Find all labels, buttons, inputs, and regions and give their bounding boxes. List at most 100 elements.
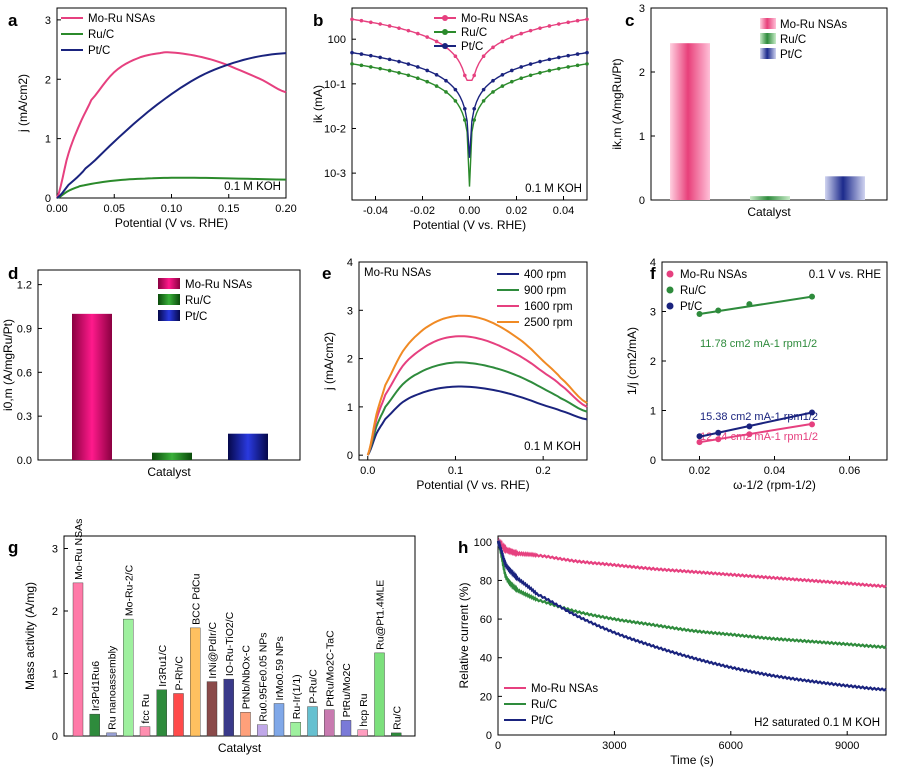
bar-category-label: IrNi@PdIr/C (207, 621, 219, 678)
x-tick-label: 0.00 (459, 205, 480, 217)
data-point-f (746, 423, 753, 430)
legend-swatch (158, 294, 180, 305)
y-axis-label: ik,m (A/mgRu/Pt) (610, 58, 624, 149)
data-point-b (519, 31, 523, 36)
x-tick-label: 0.1 (448, 465, 463, 477)
data-point-f (696, 310, 703, 317)
x-tick-label: 3000 (602, 740, 626, 752)
data-point-b (350, 17, 354, 22)
bar-g-11 (257, 724, 268, 737)
y-tick-label: 10-1 (324, 79, 346, 91)
x-tick-label: 0.06 (839, 465, 860, 477)
panel-label-c: c (625, 11, 634, 30)
series-line-b-1 (351, 63, 588, 187)
bar-category-label: Mo-Ru NSAs (73, 519, 85, 580)
legend-entry: Pt/C (185, 311, 207, 323)
y-axis-label: j (mA/cm2) (322, 332, 336, 391)
x-tick-label: 6000 (719, 740, 743, 752)
y-tick-label: 0.9 (17, 323, 32, 335)
x-axis-label: ω-1/2 (rpm-1/2) (733, 478, 816, 492)
y-tick-label: 3 (650, 307, 656, 319)
legend-entry: Mo-Ru NSAs (780, 19, 847, 31)
bar-category-label: Ru-Ir(1/1) (291, 674, 303, 719)
y-tick-label: 3 (45, 15, 51, 27)
x-axis-label: Potential (V vs. RHE) (413, 218, 526, 232)
y-tick-label: 20 (480, 691, 492, 703)
data-point-b (510, 68, 514, 73)
data-point-b (472, 107, 477, 111)
y-tick-label: 1 (45, 134, 51, 146)
y-tick-label: 10-3 (324, 168, 346, 180)
y-axis-label: 1/j (cm2/mA) (625, 327, 639, 395)
bar-d-1 (152, 452, 192, 460)
data-point-b (472, 73, 477, 78)
y-tick-label: 3 (347, 305, 353, 317)
panel-label-g: g (8, 538, 18, 557)
series-line-h-2 (496, 538, 887, 692)
y-tick-label: 0 (486, 730, 492, 742)
bar-category-label: Ru@Pt1.4MLE (375, 580, 387, 650)
legend-entry: Ru/C (780, 34, 806, 46)
y-tick-label: 0 (52, 731, 58, 743)
y-tick-label: 1 (650, 406, 656, 418)
bar-category-label: Ru/C (391, 706, 403, 730)
y-tick-label: 2 (347, 354, 353, 366)
data-point-f (746, 301, 753, 308)
legend-swatch (760, 33, 776, 44)
data-point-f (696, 439, 703, 446)
data-point-b (510, 79, 514, 84)
legend-entry: Pt/C (461, 41, 483, 53)
y-tick-label: 3 (52, 544, 58, 556)
data-point-b (387, 68, 392, 73)
y-tick-label: 0 (650, 455, 656, 467)
y-tick-label: 100 (474, 537, 492, 549)
bar-category-label: IO-Ru-TiO2/C (224, 611, 236, 676)
x-axis-label: Catalyst (147, 465, 191, 479)
bar-c-2 (825, 176, 865, 200)
data-point-b (481, 99, 486, 103)
data-point-b (359, 18, 364, 23)
series-line-h-1 (496, 540, 887, 650)
x-tick-label: 0.15 (218, 203, 239, 215)
legend-marker (442, 43, 448, 49)
bar-g-7 (190, 627, 201, 737)
y-tick-label: 4 (650, 257, 656, 269)
bar-c-1 (750, 196, 790, 200)
data-point-b (387, 24, 392, 28)
data-point-b (416, 76, 420, 81)
data-point-b (557, 55, 561, 60)
x-axis-label: Catalyst (747, 205, 791, 219)
bar-g-12 (273, 703, 285, 737)
y-tick-label: 0.6 (17, 367, 32, 379)
y-axis-label: Relative current (%) (457, 582, 471, 688)
data-point-b (547, 57, 552, 62)
fit-slope-label: 15.38 cm2 mA-1 rpm1/2 (700, 411, 818, 423)
y-tick-label: 2 (45, 74, 51, 86)
annotation: H2 saturated 0.1 M KOH (754, 717, 880, 729)
x-tick-label: 0.10 (161, 203, 182, 215)
legend-marker (666, 286, 674, 294)
panel-label-f: f (650, 264, 656, 283)
legend-entry: 400 rpm (524, 269, 566, 281)
x-axis-label: Catalyst (218, 741, 262, 755)
data-point-b (387, 57, 392, 62)
bar-g-8 (206, 681, 218, 737)
plot-frame-e (358, 261, 588, 461)
bar-g-6 (173, 693, 184, 737)
legend-entry: Mo-Ru NSAs (88, 13, 155, 25)
data-point-b (453, 54, 458, 59)
bar-g-13 (290, 722, 301, 737)
y-tick-label: 0 (347, 450, 353, 462)
bar-g-0 (72, 582, 84, 737)
y-tick-label: 10-2 (324, 123, 346, 135)
data-point-b (585, 17, 589, 22)
legend-swatch (760, 18, 776, 29)
bar-category-label: P-Ru/C (308, 669, 320, 704)
legend-entry: Mo-Ru NSAs (185, 279, 252, 291)
data-point-b (519, 65, 523, 69)
data-point-b (528, 28, 533, 33)
x-axis-label: Potential (V vs. RHE) (115, 216, 228, 230)
data-point-b (425, 79, 430, 84)
legend-entry: 900 rpm (524, 285, 566, 297)
bar-category-label: Ir3Pd1Ru6 (90, 661, 102, 711)
